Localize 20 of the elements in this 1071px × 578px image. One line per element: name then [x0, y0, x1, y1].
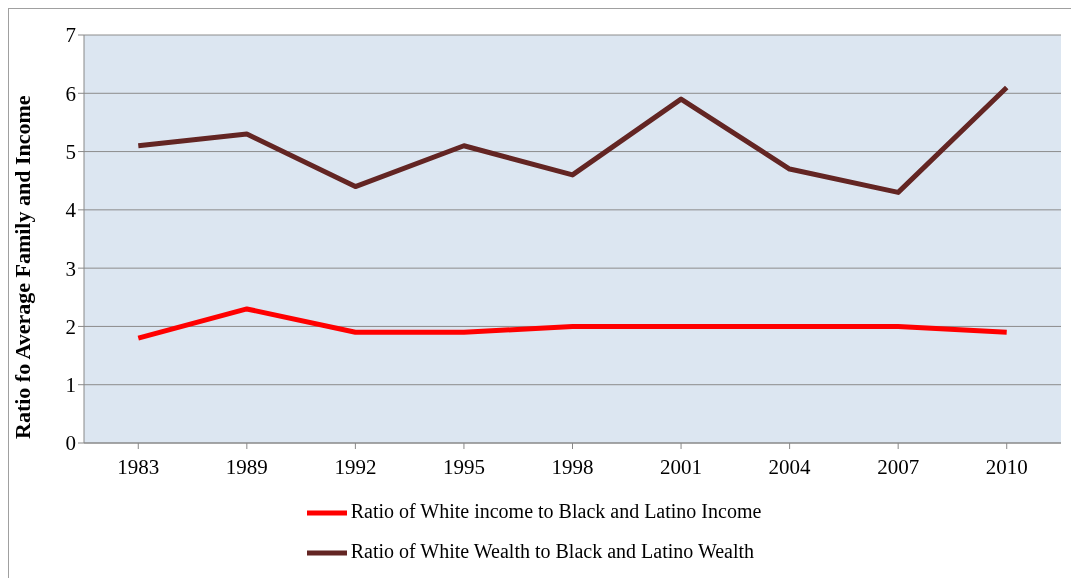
x-tick-label: 1995 — [442, 454, 485, 479]
y-tick-label: 2 — [65, 314, 76, 339]
x-tick-label: 2007 — [877, 454, 920, 479]
y-tick-label: 6 — [65, 81, 76, 106]
x-tick-label: 2001 — [660, 454, 703, 479]
y-tick-label: 4 — [65, 198, 77, 223]
x-tick-label: 1989 — [225, 454, 268, 479]
y-tick-label: 5 — [65, 140, 76, 165]
x-tick-label: 1992 — [334, 454, 377, 479]
y-tick-label: 1 — [65, 373, 76, 398]
legend-label: Ratio of White Wealth to Black and Latino Wealth — [350, 539, 755, 562]
y-axis-title: Ratio fo Average Family and Income — [9, 95, 35, 439]
x-tick-label: 1998 — [551, 454, 594, 479]
legend-label: Ratio of White income to Black and Latino Income — [350, 499, 762, 522]
y-tick-label: 7 — [65, 23, 76, 48]
x-tick-label: 2004 — [768, 454, 812, 479]
y-tick-label: 3 — [65, 256, 76, 281]
x-tick-label: 1983 — [117, 454, 160, 479]
y-tick-label: 0 — [65, 431, 76, 456]
x-tick-label: 2010 — [985, 454, 1028, 479]
